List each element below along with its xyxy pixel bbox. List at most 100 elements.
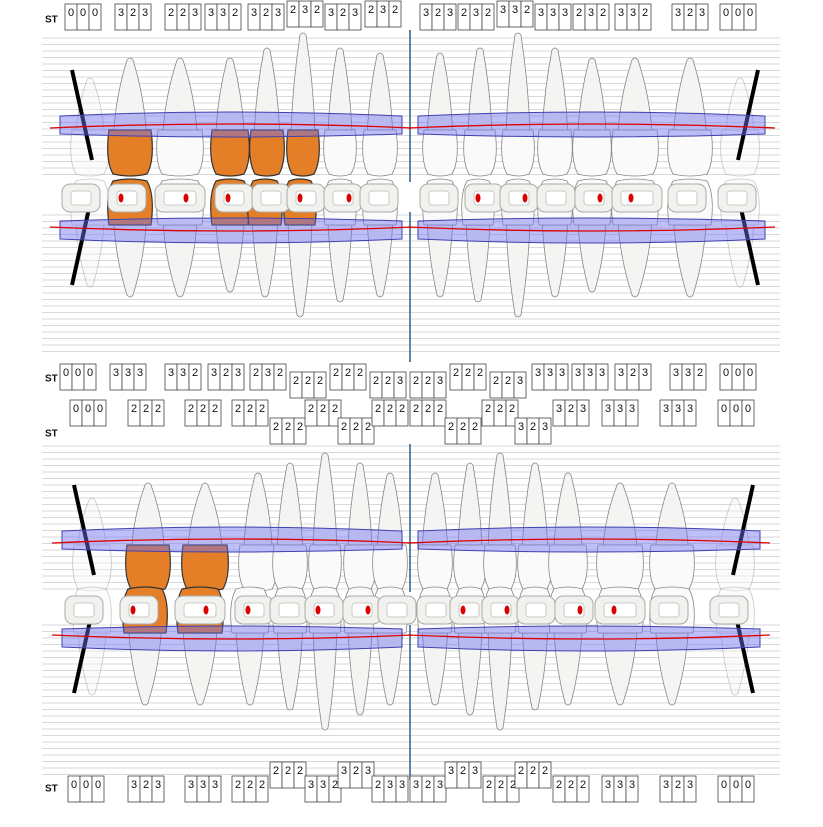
probe-depth: 0 xyxy=(733,779,739,791)
tooth-crown xyxy=(572,129,612,177)
occlusal-inner xyxy=(726,190,748,206)
probe-depth: 3 xyxy=(142,7,148,19)
probe-depth: 2 xyxy=(277,367,283,379)
occlusal-mark xyxy=(460,605,466,615)
occlusal-mark xyxy=(315,605,321,615)
probe-depth: 2 xyxy=(387,403,393,415)
probe-cell xyxy=(443,3,457,31)
probe-cell xyxy=(395,399,409,427)
probe-depth: 0 xyxy=(63,367,69,379)
probe-depth: 2 xyxy=(340,7,346,19)
tooth xyxy=(343,462,377,592)
probe-depth: 2 xyxy=(576,7,582,19)
probe-depth: 2 xyxy=(253,367,259,379)
probe-depth: 3 xyxy=(208,7,214,19)
probe-cell xyxy=(743,3,757,31)
probe-cell xyxy=(313,371,327,399)
tooth-root xyxy=(602,482,638,546)
tooth xyxy=(107,57,153,177)
probe-cell xyxy=(473,363,487,391)
probe-depth: 2 xyxy=(247,403,253,415)
probe-depth: 2 xyxy=(505,375,511,387)
probe-depth: 3 xyxy=(500,4,506,16)
tooth-crown xyxy=(249,129,285,177)
tooth-root xyxy=(421,632,449,706)
probe-depth: 3 xyxy=(212,779,218,791)
occlusal-inner xyxy=(163,190,197,206)
tooth xyxy=(596,482,644,592)
probe-cell xyxy=(638,3,652,31)
probe-cell xyxy=(596,3,610,31)
probe-cell xyxy=(353,363,367,391)
occlusal-inner xyxy=(428,190,450,206)
probe-depth: 3 xyxy=(618,7,624,19)
tooth-root xyxy=(347,632,373,716)
probe-depth: 2 xyxy=(568,779,574,791)
probe-depth: 2 xyxy=(314,4,320,16)
probe-depth: 2 xyxy=(223,367,229,379)
probe-depth: 2 xyxy=(524,4,530,16)
probe-depth: 3 xyxy=(617,403,623,415)
occlusal-inner xyxy=(425,602,447,618)
probe-depth: 0 xyxy=(747,367,753,379)
probe-depth: 2 xyxy=(192,367,198,379)
occlusal-mark xyxy=(504,605,510,615)
occlusal-inner xyxy=(386,602,408,618)
probe-depth: 2 xyxy=(493,375,499,387)
tooth xyxy=(286,32,320,177)
tooth-crown xyxy=(343,544,377,592)
tooth-root xyxy=(131,482,165,546)
probe-cell xyxy=(83,363,97,391)
probe-depth: 0 xyxy=(735,7,741,19)
probe-depth: 3 xyxy=(535,367,541,379)
probe-depth: 3 xyxy=(447,7,453,19)
probe-cell xyxy=(513,371,527,399)
probe-depth: 2 xyxy=(477,367,483,379)
probe-depth: 3 xyxy=(308,779,314,791)
tooth-crown xyxy=(308,544,342,592)
probe-cell xyxy=(361,417,375,445)
probe-depth: 2 xyxy=(357,367,363,379)
probe-depth: 3 xyxy=(473,7,479,19)
probe-depth: 3 xyxy=(168,367,174,379)
probe-cell xyxy=(228,3,242,31)
probe-depth: 3 xyxy=(437,779,443,791)
probe-depth: 2 xyxy=(413,403,419,415)
probe-cell xyxy=(293,417,307,445)
tooth-crown xyxy=(422,129,458,177)
probe-depth: 3 xyxy=(629,779,635,791)
probe-depth: 3 xyxy=(341,765,347,777)
probe-cell xyxy=(683,775,697,803)
probe-depth: 3 xyxy=(365,765,371,777)
probe-depth: 2 xyxy=(373,375,379,387)
probe-depth: 2 xyxy=(290,4,296,16)
probe-depth: 0 xyxy=(92,7,98,19)
tooth-crown xyxy=(323,129,357,177)
probe-depth: 0 xyxy=(745,403,751,415)
probe-depth: 3 xyxy=(699,7,705,19)
occlusal-mark xyxy=(203,605,209,615)
tooth-crown xyxy=(107,129,153,177)
probe-depth: 2 xyxy=(453,367,459,379)
tooth-crown xyxy=(611,129,659,177)
probe-depth: 2 xyxy=(320,403,326,415)
occlusal-inner xyxy=(603,602,637,618)
st-label: ST xyxy=(45,374,58,385)
probe-cell xyxy=(388,0,402,28)
probe-depth: 3 xyxy=(617,779,623,791)
probe-depth: 2 xyxy=(259,779,265,791)
probe-cell xyxy=(188,3,202,31)
tooth-root xyxy=(128,632,162,706)
probe-depth: 2 xyxy=(259,403,265,415)
probe-cell xyxy=(151,399,165,427)
probe-cell xyxy=(468,761,482,789)
probe-depth: 0 xyxy=(735,367,741,379)
probe-depth: 2 xyxy=(375,779,381,791)
gum-line xyxy=(49,123,413,129)
tooth-crown xyxy=(362,129,398,177)
probe-cell xyxy=(188,363,202,391)
probe-depth: 3 xyxy=(575,367,581,379)
tooth-root xyxy=(521,462,549,546)
probe-cell xyxy=(91,775,105,803)
